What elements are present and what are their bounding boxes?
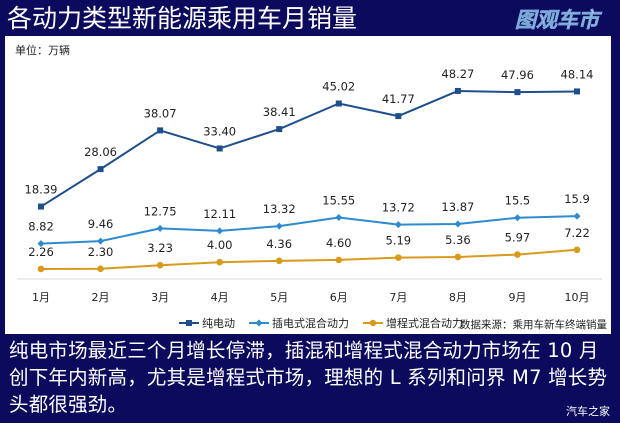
marker-square-icon: [454, 87, 461, 94]
marker-square-icon: [157, 127, 164, 134]
marker-square-icon: [276, 126, 283, 133]
marker-square-icon: [216, 145, 223, 152]
x-tick-label: 1月: [32, 291, 50, 304]
legend-item: 插电式混合动力: [249, 315, 349, 331]
legend-label: 增程式混合动力: [386, 317, 463, 330]
data-label: 4.00: [207, 238, 233, 252]
marker-diamond-icon: [513, 214, 521, 222]
data-label: 38.07: [144, 106, 177, 120]
marker-square-icon: [38, 203, 44, 210]
marker-diamond-icon: [37, 240, 45, 248]
data-source: 数据来源：乘用车新车终端销量: [460, 319, 607, 331]
x-tick-label: 10月: [565, 291, 590, 304]
series-line: [40, 248, 578, 270]
legend-diamond-icon: [249, 319, 269, 327]
legend: 纯电动 插电式混合动力 增程式混合动力: [179, 315, 463, 331]
marker-square-icon: [97, 166, 104, 173]
marker-circle-icon: [97, 265, 104, 273]
marker-square-icon: [395, 113, 402, 120]
data-label: 13.72: [382, 201, 415, 215]
data-label: 7.22: [564, 226, 590, 240]
chart-title: 各动力类型新能源乘用车月销量: [7, 4, 358, 33]
marker-circle-icon: [216, 258, 223, 266]
data-label: 2.26: [28, 245, 54, 259]
series-line: [40, 89, 578, 208]
x-tick-label: 7月: [389, 291, 407, 304]
legend-item: 增程式混合动力: [363, 315, 463, 331]
marker-diamond-icon: [275, 222, 283, 230]
x-tick-label: 3月: [151, 291, 169, 304]
brand-logo: 图观车市: [515, 8, 604, 33]
data-label: 18.39: [25, 183, 58, 197]
marker-diamond-icon: [394, 221, 402, 229]
data-label: 45.02: [322, 80, 355, 94]
data-label: 48.27: [441, 67, 474, 81]
caption-text: 纯电市场最近三个月增长停滞，插混和增程式混合动力市场在 10 月创下年内新高，尤…: [9, 339, 608, 416]
marker-square-icon: [514, 89, 521, 96]
legend-square-icon: [179, 320, 199, 326]
data-label: 13.32: [263, 202, 296, 216]
data-label: 3.23: [147, 241, 173, 255]
watermark: 汽车之家: [566, 405, 610, 418]
data-label: 8.82: [28, 220, 54, 234]
data-label: 5.19: [386, 234, 412, 248]
marker-diamond-icon: [454, 220, 462, 228]
chart-panel: 单位：万辆 1月 2月 3月 4月 5月 6月 7月 8月 9月 10月 18.39 28.06 38.…: [5, 36, 611, 334]
data-label: 12.11: [203, 207, 236, 221]
marker-diamond-icon: [97, 237, 105, 245]
marker-circle-icon: [156, 261, 164, 269]
marker-circle-icon: [335, 256, 343, 264]
data-label: 33.40: [203, 124, 236, 138]
marker-circle-icon: [573, 246, 581, 254]
marker-square-icon: [335, 100, 342, 107]
data-label: 28.06: [84, 145, 117, 159]
data-label: 48.14: [561, 67, 594, 81]
x-tick-label: 6月: [330, 291, 348, 304]
data-label: 38.41: [263, 105, 296, 119]
x-tick-label: 2月: [92, 291, 110, 304]
marker-circle-icon: [395, 254, 402, 261]
data-label: 5.97: [505, 231, 531, 245]
legend-label: 插电式混合动力: [272, 317, 349, 330]
logo-text: 图观车市: [515, 8, 603, 32]
marker-diamond-icon: [216, 227, 224, 235]
data-label: 4.36: [266, 237, 292, 251]
marker-diamond-icon: [573, 212, 581, 220]
unit-label: 单位：万辆: [15, 44, 70, 57]
data-label: 13.87: [441, 200, 474, 214]
series-line: [40, 215, 578, 245]
data-label: 5.36: [445, 233, 471, 247]
marker-square-icon: [574, 88, 580, 95]
legend-label: 纯电动: [202, 317, 235, 330]
legend-circle-icon: [363, 319, 383, 327]
data-label: 4.60: [326, 236, 352, 250]
marker-diamond-icon: [335, 214, 343, 222]
line-chart: 1月 2月 3月 4月 5月 6月 7月 8月 9月 10月 18.39 28.06 38.07 33.4…: [17, 67, 602, 304]
marker-circle-icon: [275, 257, 283, 265]
x-tick-label: 8月: [449, 291, 467, 304]
data-label: 15.5: [505, 194, 531, 208]
x-tick-label: 4月: [211, 291, 229, 304]
data-label: 9.46: [88, 217, 114, 231]
x-tick-label: 9月: [508, 291, 526, 304]
data-label: 12.75: [144, 204, 177, 218]
marker-circle-icon: [454, 253, 462, 261]
marker-diamond-icon: [156, 224, 164, 232]
x-tick-label: 5月: [270, 291, 288, 304]
data-label: 15.55: [322, 194, 355, 208]
legend-item: 纯电动: [179, 315, 235, 331]
data-label: 41.77: [382, 92, 415, 106]
marker-circle-icon: [37, 265, 45, 273]
data-label: 47.96: [501, 68, 534, 82]
data-label: 2.30: [88, 245, 114, 259]
marker-circle-icon: [514, 251, 521, 258]
data-label: 15.9: [564, 192, 590, 206]
